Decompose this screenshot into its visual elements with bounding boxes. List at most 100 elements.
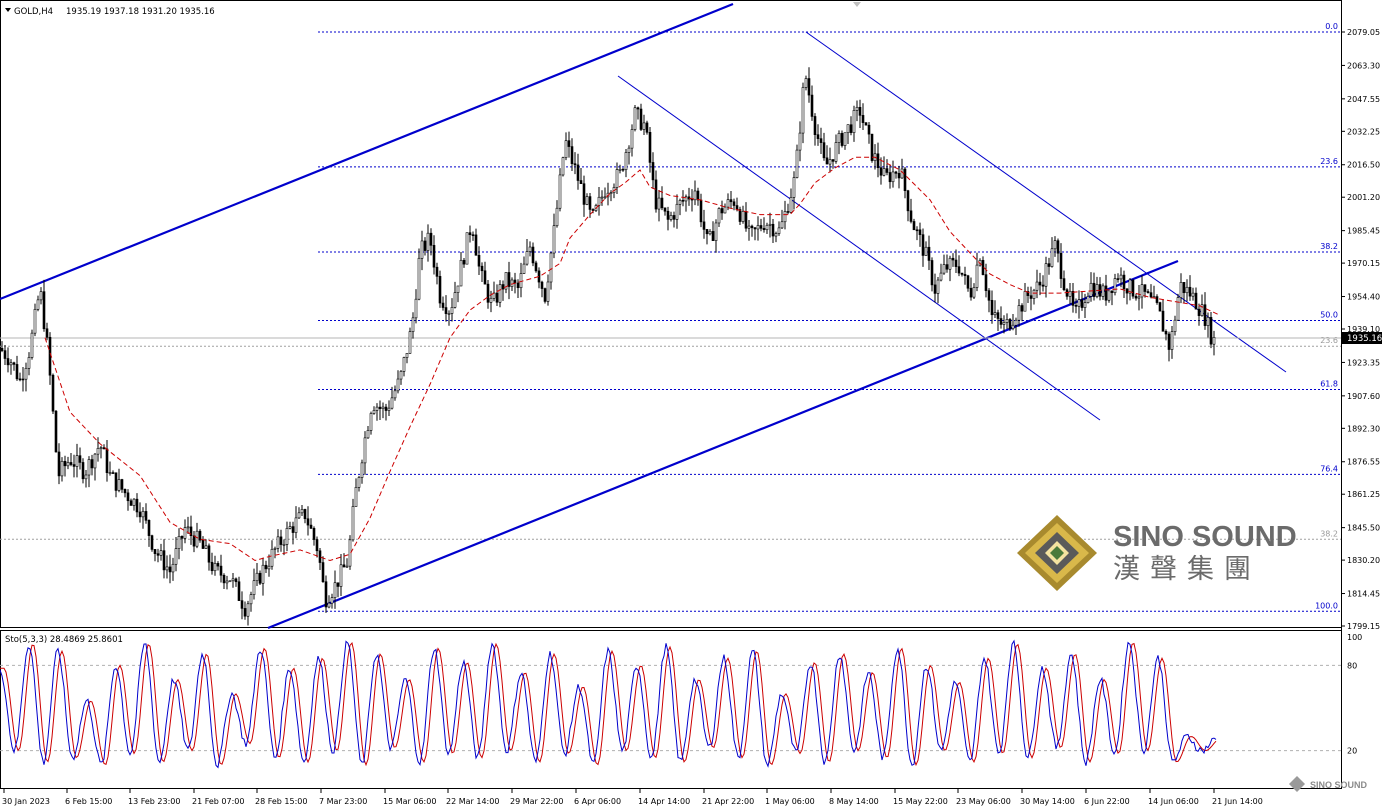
candle-body [177, 536, 181, 549]
candle-body [315, 539, 319, 552]
candle-body [1104, 285, 1108, 301]
candle-body [33, 309, 37, 334]
candle-body [1185, 286, 1189, 294]
indicator-label: Sto(5,3,3) 28.4869 25.8601 [5, 635, 123, 645]
candle-body [1077, 299, 1081, 307]
candle-body [1152, 296, 1156, 298]
candle-body [837, 133, 841, 143]
price-tick-label: 1892.30 [1347, 424, 1380, 433]
candle-body [771, 223, 775, 237]
candle-body [477, 254, 481, 267]
candle-body [792, 177, 796, 198]
candle-body [987, 290, 991, 301]
candle-body [1167, 333, 1171, 350]
candle-body [564, 140, 568, 158]
candle-body [813, 116, 817, 135]
candle-body [729, 199, 733, 203]
candle-body [273, 547, 277, 550]
time-tick-label: 15 May 22:00 [893, 797, 948, 806]
symbol-label: GOLD,H4 [14, 7, 53, 17]
candle-body [24, 367, 28, 380]
candle-body [129, 500, 133, 506]
candle-body [936, 279, 940, 294]
candle-body [378, 406, 382, 409]
time-tick-label: 29 Mar 22:00 [510, 797, 563, 806]
candle-body [852, 110, 856, 133]
candle-body [567, 140, 571, 147]
candle-body [696, 190, 700, 201]
candle-body [876, 153, 880, 168]
candle-body [693, 190, 697, 201]
candle-body [645, 122, 649, 133]
candle-body [324, 581, 328, 608]
candle-body [861, 115, 865, 123]
candle-body [255, 572, 259, 582]
candle-body [213, 563, 217, 572]
candle-body [144, 511, 148, 521]
candle-body [96, 448, 100, 455]
candle-body [330, 597, 334, 604]
candle-body [366, 430, 370, 439]
candle-body [318, 550, 322, 563]
candle-body [1110, 290, 1114, 293]
candle-body [300, 509, 304, 514]
candle-body [660, 197, 664, 209]
candle-body [414, 298, 418, 319]
candle-body [630, 129, 634, 149]
candle-body [1194, 292, 1198, 310]
candle-body [126, 492, 130, 502]
time-tick-label: 21 Feb 07:00 [192, 797, 244, 806]
candle-body [543, 288, 547, 302]
candle-body [990, 299, 994, 316]
scroll-marker-icon[interactable] [853, 2, 861, 7]
candle-body [15, 364, 19, 380]
dropdown-triangle-icon[interactable] [5, 8, 11, 12]
candle-body [1011, 324, 1015, 329]
candle-body [1053, 240, 1057, 250]
candle-body [453, 292, 457, 308]
candle-body [768, 223, 772, 226]
candle-body [816, 134, 820, 139]
candle-body [561, 157, 565, 176]
candle-body [468, 232, 472, 235]
candle-body [426, 232, 430, 251]
candle-body [903, 168, 907, 191]
candle-body [108, 472, 112, 474]
candle-body [516, 282, 520, 289]
candle-body [405, 353, 409, 358]
fib-secondary-label: 23.6 [1320, 336, 1338, 345]
price-tick-label: 1970.15 [1347, 259, 1380, 268]
candle-body [1209, 317, 1213, 345]
candle-body [996, 312, 1000, 319]
candle-body [714, 222, 718, 241]
candle-body [12, 362, 16, 365]
time-axis: 30 Jan 2023 6 Feb 15:00 13 Feb 23:00 21 Feb… [2, 789, 1263, 806]
candle-body [423, 240, 427, 251]
candle-body [474, 234, 478, 256]
candle-body [897, 173, 901, 179]
candle-body [198, 530, 202, 541]
stochastic-oscillator: 100 80 20 [0, 633, 1362, 769]
candle-body [1113, 278, 1117, 293]
candle-body [93, 453, 97, 469]
time-tick-label: 1 May 06:00 [765, 797, 815, 806]
price-tick-label: 1799.15 [1347, 622, 1380, 631]
candle-body [1212, 337, 1216, 345]
candle-body [354, 487, 358, 507]
candle-body [90, 459, 94, 469]
candle-body [639, 108, 643, 130]
candle-body [1008, 319, 1012, 329]
candle-body [495, 292, 499, 303]
candle-body [75, 455, 79, 467]
candle-body [519, 273, 523, 289]
candle-body [183, 527, 187, 539]
candle-body [756, 225, 760, 230]
candle-body [720, 208, 724, 214]
price-tick-label: 1985.45 [1347, 227, 1380, 236]
candle-body [54, 410, 58, 453]
candle-body [51, 374, 55, 412]
candle-body [351, 506, 355, 541]
candle-body [357, 477, 361, 488]
candle-body [45, 328, 49, 338]
